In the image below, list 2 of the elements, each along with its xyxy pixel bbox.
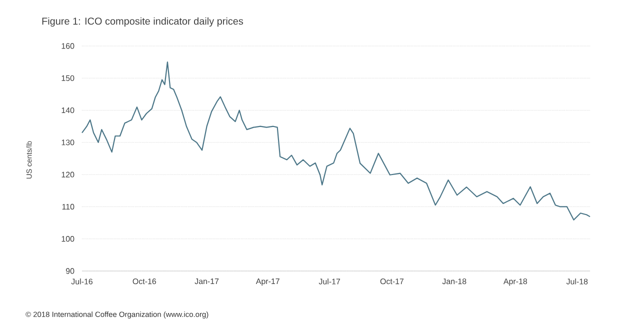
chart-title: Figure 1: ICO composite indicator daily prices xyxy=(42,17,244,27)
line-series xyxy=(81,62,591,220)
